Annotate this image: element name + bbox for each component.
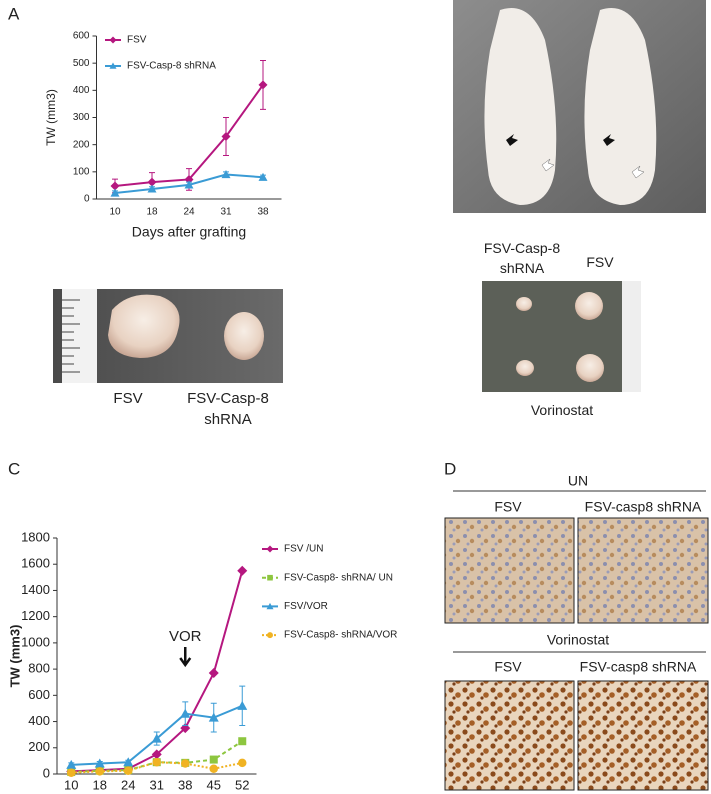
legend-label: FSV-Casp-8 shRNA [127, 61, 216, 72]
marker [258, 172, 268, 181]
marker [181, 759, 190, 768]
x-tick-label: 24 [121, 777, 135, 792]
y-tick-label: 1800 [21, 529, 50, 544]
marker [221, 170, 231, 179]
y-tick-label: 1000 [21, 634, 50, 649]
marker [237, 700, 248, 710]
marker [94, 758, 105, 768]
y-tick-label: 0 [43, 765, 50, 780]
x-tick-label: 52 [235, 777, 249, 792]
marker [208, 668, 219, 679]
marker [238, 737, 247, 746]
marker [209, 764, 218, 774]
x-tick-label: 45 [207, 777, 221, 792]
y-tick-label: 500 [73, 58, 90, 69]
legend-label: FSV /UN [284, 544, 323, 555]
legend-marker [267, 632, 273, 639]
y-tick-label: 1400 [21, 582, 50, 597]
x-tick-label: 38 [257, 207, 269, 218]
tissue-image [577, 680, 709, 791]
marker [124, 766, 133, 775]
y-tick-label: 600 [28, 687, 50, 702]
legend-label: FSV/VOR [284, 601, 328, 612]
y-tick-label: 0 [84, 194, 90, 205]
tissue-image [577, 517, 709, 624]
mouse-photo [453, 0, 706, 213]
marker [238, 758, 247, 768]
column-label: FSV [494, 499, 522, 515]
legend-label: FSV [127, 35, 147, 46]
y-tick-label: 100 [73, 166, 90, 177]
y-tick-label: 300 [73, 112, 90, 123]
y-tick-label: 200 [28, 739, 50, 754]
marker [110, 181, 120, 191]
photo-caption: FSV [113, 390, 143, 407]
y-tick-label: 600 [73, 31, 90, 42]
legend-label: FSV-Casp8- shRNA/ UN [284, 572, 393, 583]
marker [123, 757, 134, 767]
legend-marker [109, 36, 117, 44]
photo-caption: Vorinostat [530, 402, 594, 418]
y-tick-label: 400 [73, 85, 90, 96]
y-axis-label: TW (mm3) [7, 625, 22, 688]
marker [208, 712, 219, 722]
annotation: VOR [169, 628, 202, 645]
marker [67, 768, 76, 777]
marker [258, 80, 268, 90]
panel-label: A [8, 4, 20, 23]
y-tick-label: 200 [73, 139, 90, 150]
legend-marker [266, 602, 274, 610]
group-title: Vorinostat [547, 632, 609, 648]
marker [147, 177, 157, 187]
marker [151, 733, 162, 743]
group-title: UN [568, 473, 588, 489]
photo-caption: FSV-Casp-8 shRNA [187, 390, 269, 428]
marker [152, 757, 161, 767]
x-tick-label: 18 [93, 777, 107, 792]
annotation-arrow [179, 647, 192, 668]
tissue-image [444, 680, 575, 791]
column-label: FSV-casp8 shRNA [580, 659, 697, 675]
panel-label: D [444, 459, 456, 478]
marker [221, 132, 231, 142]
legend-label: FSV-Casp8- shRNA/VOR [284, 630, 397, 641]
x-tick-label: 31 [150, 777, 164, 792]
legend-marker [109, 62, 117, 69]
marker [151, 749, 162, 760]
y-axis-label: TW (mm3) [44, 89, 58, 146]
tissue-image [444, 517, 575, 624]
x-tick-label: 24 [183, 207, 195, 218]
marker [184, 180, 194, 189]
tumor-photo [482, 281, 641, 392]
panel-label: C [8, 459, 20, 478]
x-tick-label: 10 [109, 207, 121, 218]
x-axis-label: Days after grafting [132, 224, 246, 240]
marker [66, 759, 77, 769]
x-tick-label: 18 [146, 207, 158, 218]
marker [180, 708, 191, 718]
y-tick-label: 800 [28, 661, 50, 676]
marker [147, 184, 157, 193]
x-tick-label: 38 [178, 777, 192, 792]
legend-marker [266, 545, 274, 553]
column-label: FSV [494, 659, 522, 675]
y-tick-label: 1200 [21, 608, 50, 623]
marker [95, 767, 104, 776]
marker [110, 188, 120, 197]
tumor-photo [53, 289, 283, 383]
x-tick-label: 31 [220, 207, 232, 218]
y-tick-label: 1600 [21, 556, 50, 571]
photo-caption: FSV-Casp-8 shRNA [483, 240, 561, 276]
marker [209, 755, 218, 764]
y-tick-label: 400 [28, 713, 50, 728]
x-tick-label: 10 [64, 777, 78, 792]
marker [237, 565, 248, 576]
photo-caption: FSV [586, 254, 614, 270]
column-label: FSV-casp8 shRNA [585, 499, 702, 515]
legend-marker [267, 574, 273, 581]
